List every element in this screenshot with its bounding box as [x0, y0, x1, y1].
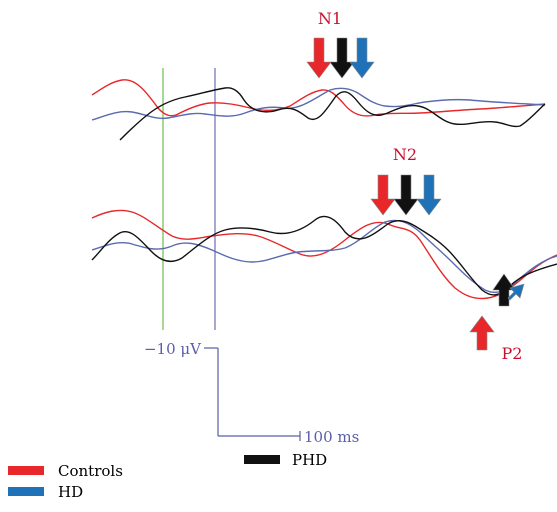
p2-controls-arrow [469, 315, 495, 351]
time-scale-label: 100 ms [304, 428, 359, 446]
legend-label-controls: Controls [58, 462, 123, 480]
upper-controls-trace [91, 79, 546, 117]
legend-swatch-hd [8, 487, 44, 496]
legend-swatch-controls [8, 466, 44, 475]
n1-arrows [306, 37, 375, 79]
n2-label: N2 [393, 145, 417, 164]
legend-swatch-phd [244, 455, 280, 464]
p2-phd-arrow [492, 273, 516, 307]
n1-label: N1 [318, 9, 342, 28]
n2-arrows [370, 174, 442, 216]
legend-label-phd: PHD [292, 451, 327, 469]
lower-hd-trace [91, 219, 557, 294]
n1-phd-arrow [329, 37, 355, 79]
lower-waveforms [91, 209, 557, 300]
p2-arrows [469, 273, 525, 351]
legend-label-hd: HD [58, 483, 83, 501]
n2-phd-arrow [393, 174, 419, 216]
lower-controls-trace [91, 209, 557, 300]
upper-phd-trace [119, 87, 546, 141]
legend: Controls HD PHD [8, 451, 327, 501]
n2-hd-arrow [416, 174, 442, 216]
n1-hd-arrow [349, 37, 375, 79]
p2-label: P2 [502, 344, 523, 363]
upper-hd-trace [91, 87, 546, 121]
amplitude-scale-label: −10 μV [144, 340, 202, 358]
p2-hd-arrow [507, 283, 525, 301]
scale-bar: −10 μV 100 ms [144, 340, 359, 446]
n2-controls-arrow [370, 174, 396, 216]
lower-phd-trace [91, 215, 557, 296]
n1-controls-arrow [306, 37, 332, 79]
upper-waveforms [91, 79, 546, 141]
